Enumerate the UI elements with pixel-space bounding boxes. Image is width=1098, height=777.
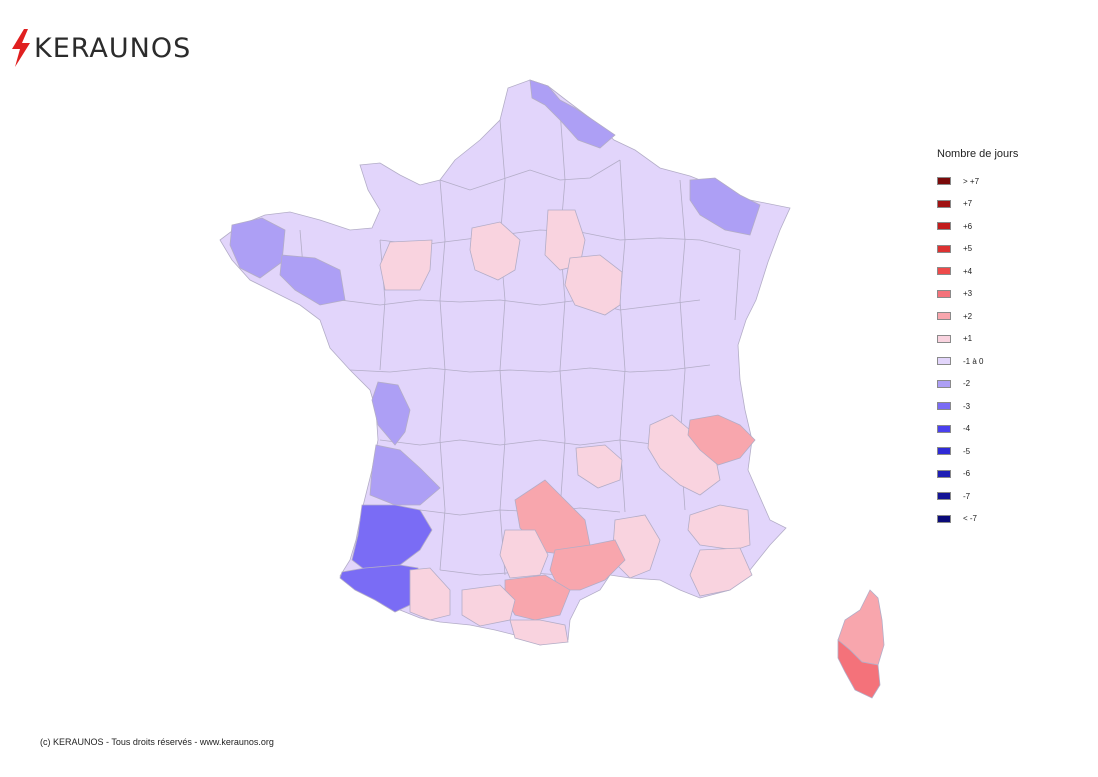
- legend-label: +2: [963, 311, 973, 321]
- legend-label: +4: [963, 266, 973, 276]
- region-gard: [549, 539, 626, 591]
- legend-swatch: [937, 492, 951, 501]
- highlighted-departments: [229, 79, 761, 646]
- corsica: [837, 589, 885, 699]
- region-charente-maritime: [371, 381, 411, 446]
- legend-item: +3: [937, 283, 1018, 306]
- legend-item: +5: [937, 238, 1018, 261]
- keraunos-logo: KERAUNOS: [10, 28, 191, 68]
- legend-label: > +7: [963, 176, 980, 186]
- legend-item: -2: [937, 373, 1018, 396]
- lightning-bolt-icon: [12, 29, 30, 67]
- footer-copyright: (c) KERAUNOS - Tous droits réservés - ww…: [40, 737, 274, 747]
- legend-label: +1: [963, 334, 973, 344]
- region-hautes-pyrenees: [409, 567, 451, 621]
- mainland-france: [219, 79, 791, 646]
- legend-label: -7: [963, 491, 971, 501]
- legend-swatch: [937, 312, 951, 321]
- legend-swatch: [937, 447, 951, 456]
- legend-item: -3: [937, 395, 1018, 418]
- legend-swatch: [937, 177, 951, 186]
- legend-label: -6: [963, 469, 971, 479]
- legend-label: < -7: [963, 514, 978, 524]
- legend-item: -1 à 0: [937, 350, 1018, 373]
- region-ardennes: [689, 177, 761, 236]
- legend-item: -6: [937, 463, 1018, 486]
- region-savoie: [687, 414, 756, 466]
- region-aube: [564, 254, 623, 316]
- legend-item: +4: [937, 260, 1018, 283]
- legend-item: +1: [937, 328, 1018, 351]
- legend-label: +3: [963, 289, 973, 299]
- region-eure-et-loir: [469, 221, 521, 281]
- region-drome: [687, 504, 751, 551]
- legend-swatch: [937, 222, 951, 231]
- region-mayenne: [379, 239, 433, 291]
- region-tarn: [499, 529, 549, 579]
- legend-item: > +7: [937, 170, 1018, 193]
- mainland-base: [219, 79, 791, 646]
- region-loire: [575, 444, 623, 489]
- legend-swatch: [937, 469, 951, 478]
- legend-label: -5: [963, 446, 971, 456]
- legend-swatch: [937, 199, 951, 208]
- legend-title: Nombre de jours: [937, 148, 1019, 160]
- region-nord: [529, 79, 616, 149]
- legend-swatch: [937, 334, 951, 343]
- legend-label: -1 à 0: [963, 356, 984, 366]
- legend: Nombre de jours > +7 +7 +6 +5 +4 +3 +2 +1 -1 à 0…: [937, 148, 1018, 530]
- region-finistere: [229, 217, 286, 279]
- legend-swatch: [937, 244, 951, 253]
- legend-item: +6: [937, 215, 1018, 238]
- legend-item: -7: [937, 485, 1018, 508]
- region-gironde: [369, 444, 441, 506]
- legend-swatch: [937, 424, 951, 433]
- legend-item: < -7: [937, 508, 1018, 531]
- legend-label: +5: [963, 244, 973, 254]
- legend-label: +6: [963, 221, 973, 231]
- region-landes: [351, 504, 433, 571]
- legend-label: -3: [963, 401, 971, 411]
- region-pyrenees-orientales: [509, 619, 569, 646]
- region-rhone-isere: [647, 414, 721, 496]
- legend-label: -2: [963, 379, 971, 389]
- legend-item: +7: [937, 193, 1018, 216]
- legend-label: +7: [963, 199, 973, 209]
- legend-item: +2: [937, 305, 1018, 328]
- legend-items: > +7 +7 +6 +5 +4 +3 +2 +1 -1 à 0 -2 -3 -4 -5 -6 -7 < -7: [937, 170, 1018, 530]
- logo-text: KERAUNOS: [34, 32, 192, 64]
- legend-swatch: [937, 379, 951, 388]
- region-morbihan: [279, 254, 346, 306]
- legend-swatch: [937, 289, 951, 298]
- legend-swatch: [937, 402, 951, 411]
- region-corse-du-sud: [837, 639, 881, 699]
- legend-item: -4: [937, 418, 1018, 441]
- legend-swatch: [937, 514, 951, 523]
- legend-swatch: [937, 267, 951, 276]
- legend-label: -4: [963, 424, 971, 434]
- france-map: [219, 79, 885, 699]
- region-var: [689, 547, 753, 597]
- legend-item: -5: [937, 440, 1018, 463]
- legend-swatch: [937, 357, 951, 366]
